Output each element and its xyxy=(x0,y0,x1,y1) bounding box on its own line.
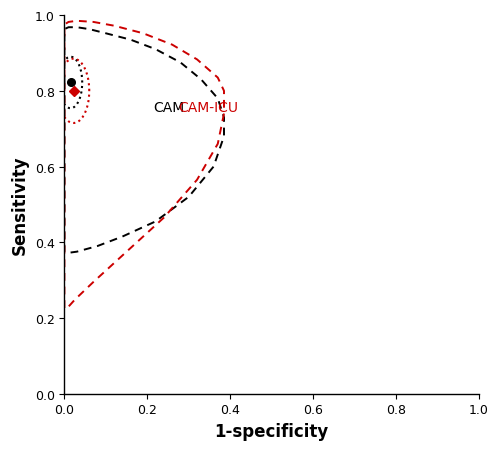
X-axis label: 1-specificity: 1-specificity xyxy=(214,422,329,440)
Text: CAM-ICU: CAM-ICU xyxy=(178,101,238,115)
Y-axis label: Sensitivity: Sensitivity xyxy=(11,155,29,255)
Text: CAM: CAM xyxy=(154,101,185,115)
